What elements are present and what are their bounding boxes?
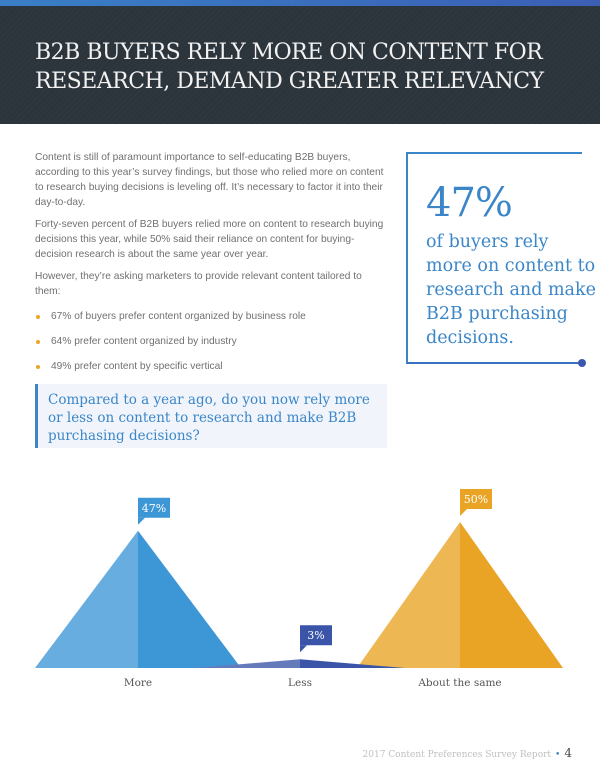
bullet-icon (36, 315, 40, 319)
paragraph: Content is still of paramount importance… (35, 152, 384, 208)
footer: 2017 Content Preferences Survey Report • 4 (362, 746, 572, 760)
triangle-mark-right (300, 659, 405, 668)
top-accent-bar (0, 0, 600, 6)
triangle-mark-right (460, 522, 563, 668)
triangle-mark-left (357, 522, 460, 668)
data-label-pointer (460, 509, 467, 516)
data-label: 50% (464, 493, 488, 506)
data-label-box (460, 489, 492, 509)
bullet-icon (36, 340, 40, 344)
list-item: 64% prefer content organized by industry (35, 334, 390, 349)
body-text: Content is still of paramount importance… (35, 150, 390, 384)
triangle-mark-left (195, 659, 300, 668)
list-item: 67% of buyers prefer content organized b… (35, 309, 390, 324)
page-header: B2B BUYERS RELY MORE ON CONTENT FOR RESEA… (0, 6, 600, 124)
bullet-icon (36, 365, 40, 369)
triangle-mark-left (35, 530, 138, 668)
data-label: 47% (142, 502, 166, 515)
data-label-box (300, 625, 332, 646)
data-label: 3% (307, 629, 324, 642)
survey-question: Compared to a year ago, do you now rely … (35, 384, 387, 448)
callout-stat: 47% (426, 180, 513, 226)
data-label-box (138, 497, 170, 518)
category-label: Less (288, 677, 312, 689)
paragraph: However, they’re asking marketers to pro… (35, 271, 362, 297)
triangle-chart: 47% More 50% About the same 3% Less (35, 489, 563, 689)
callout-text: of buyers rely more on content to resear… (426, 232, 596, 348)
category-label: About the same (417, 677, 501, 689)
triangle-mark-right (138, 530, 241, 668)
page-number: 4 (564, 746, 572, 760)
data-label-pointer (300, 645, 307, 653)
paragraph: Forty-seven percent of B2B buyers relied… (35, 219, 384, 260)
data-label-pointer (138, 517, 145, 525)
callout-dot (578, 359, 586, 367)
stat-callout: 47% of buyers rely more on content to re… (406, 152, 596, 367)
list-item: 49% prefer content by specific vertical (35, 359, 390, 374)
bullet-list: 67% of buyers prefer content organized b… (35, 309, 390, 374)
category-label: More (124, 677, 152, 689)
page-title: B2B BUYERS RELY MORE ON CONTENT FOR RESEA… (35, 40, 544, 94)
